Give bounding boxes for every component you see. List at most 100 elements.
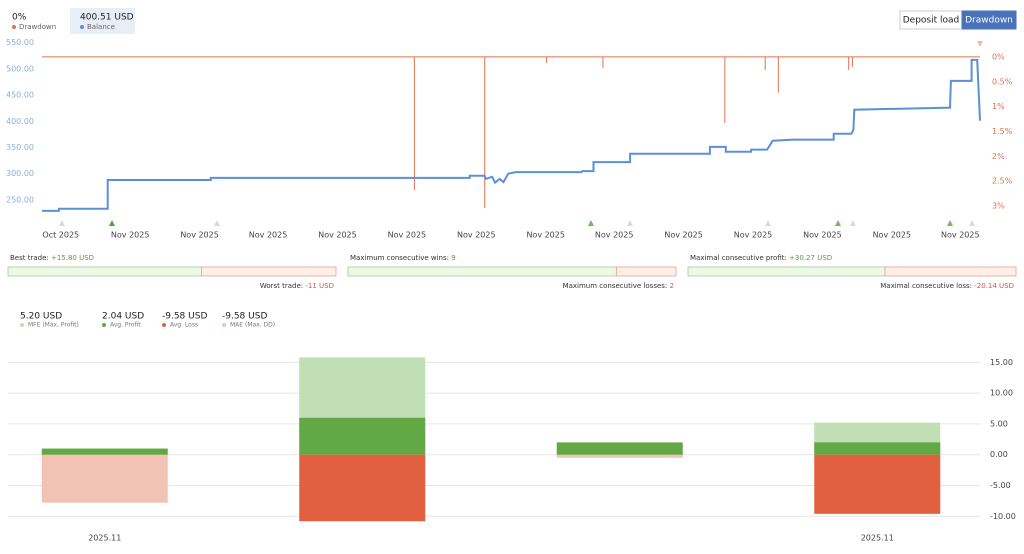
stat-left-value: +15.80 USD (51, 254, 94, 262)
y-tick-label: 400.00 (6, 117, 34, 126)
x-tick-label: Nov 2025 (457, 231, 496, 240)
marker (835, 220, 841, 226)
stat-right-value: 2 (670, 282, 674, 290)
marker (214, 220, 220, 226)
stat-left-label: Maximum consecutive wins: (350, 254, 449, 262)
legend-value: -9.58 USD (162, 312, 207, 322)
marker (969, 220, 975, 226)
stat-left: Maximal consecutive profit: +30.27 USD (690, 254, 832, 262)
legend-dot (20, 323, 24, 327)
y2-tick-label: 2% (992, 152, 1005, 161)
y2-tick-label: 1.5% (992, 127, 1013, 136)
legend-name: Drawdown (19, 23, 56, 31)
legend-value: 5.20 USD (20, 312, 62, 322)
legend-value: 2.04 USD (102, 312, 144, 322)
marker (977, 41, 983, 47)
y-tick-label: 550.00 (6, 38, 34, 47)
stat-right-value: -20.14 USD (974, 282, 1014, 290)
legend-dot (80, 25, 84, 29)
stat-left-label: Best trade: (10, 254, 49, 262)
y-tick-label: 10.00 (990, 389, 1013, 398)
stat-bar-negative (884, 266, 1017, 277)
x-tick-label: Nov 2025 (180, 231, 219, 240)
x-tick-label: Nov 2025 (734, 231, 773, 240)
stat-right-label: Maximal consecutive loss: (880, 282, 972, 290)
x-tick-label: Nov 2025 (318, 231, 357, 240)
legend-value: 400.51 USD (80, 13, 134, 23)
legend-value: -9.58 USD (222, 312, 267, 322)
bar (814, 454, 941, 514)
y-tick-label: 500.00 (6, 64, 34, 73)
marker (109, 220, 115, 226)
x-tick-label: Nov 2025 (664, 231, 703, 240)
legend-name: MAE (Max. DD) (230, 322, 275, 329)
y2-tick-label: 0.5% (992, 77, 1013, 86)
y-tick-label: 350.00 (6, 143, 34, 152)
stat-left: Best trade: +15.80 USD (10, 254, 94, 262)
marker (59, 220, 65, 226)
legend-name: Avg. Loss (170, 322, 198, 329)
x-tick-label: Nov 2025 (249, 231, 288, 240)
toolbar-button-label[interactable]: Deposit load (903, 16, 960, 26)
bar (814, 442, 941, 455)
stat-left-value: 9 (451, 254, 455, 262)
x-tick-label: Nov 2025 (595, 231, 634, 240)
marker (765, 220, 771, 226)
bar (41, 454, 168, 503)
stat-right-label: Worst trade: (260, 282, 303, 290)
y-tick-label: 0.00 (990, 450, 1008, 459)
legend-value: 0% (12, 13, 27, 23)
y-tick-label: 15.00 (990, 358, 1013, 367)
toolbar-button-label[interactable]: Drawdown (965, 16, 1013, 26)
legend-box (70, 8, 135, 34)
y-tick-label: 450.00 (6, 91, 34, 100)
marker (947, 220, 953, 226)
stat-left-label: Maximal consecutive profit: (690, 254, 787, 262)
stat-right-label: Maximum consecutive losses: (563, 282, 668, 290)
x-tick-label: 2025.11 (88, 534, 121, 543)
stat-bar-positive (687, 266, 886, 277)
legend-name: Balance (87, 23, 115, 31)
y-tick-label: 250.00 (6, 195, 34, 204)
y-tick-label: -5.00 (990, 481, 1011, 490)
x-tick-label: Nov 2025 (941, 231, 980, 240)
stat-right: Worst trade: -11 USD (260, 282, 334, 290)
bar (41, 448, 168, 455)
legend-name: Avg. Profit (110, 322, 141, 329)
stat-right: Maximal consecutive loss: -20.14 USD (880, 282, 1014, 290)
x-tick-label: Nov 2025 (388, 231, 427, 240)
legend-dot (102, 323, 106, 327)
x-tick-label: Nov 2025 (111, 231, 150, 240)
y2-tick-label: 2.5% (992, 177, 1013, 186)
y2-tick-label: 3% (992, 202, 1005, 211)
legend-dot (12, 25, 16, 29)
legend-dot (162, 323, 166, 327)
stat-bar-negative (615, 266, 677, 277)
y2-tick-label: 0% (992, 52, 1005, 61)
balance-line (42, 58, 981, 212)
marker (850, 220, 856, 226)
y-tick-label: 300.00 (6, 169, 34, 178)
x-tick-label: Nov 2025 (526, 231, 565, 240)
bar (556, 454, 683, 458)
trade-markers (59, 41, 983, 226)
bar (556, 442, 683, 455)
x-tick-label: 2025.11 (861, 534, 894, 543)
stat-left: Maximum consecutive wins: 9 (350, 254, 456, 262)
y-tick-label: -10.00 (990, 512, 1016, 521)
x-tick-label: Nov 2025 (803, 231, 842, 240)
marker (627, 220, 633, 226)
toolbar-button[interactable] (961, 10, 1017, 30)
x-tick-label: Oct 2025 (42, 231, 79, 240)
bar (299, 454, 426, 522)
stat-right: Maximum consecutive losses: 2 (563, 282, 674, 290)
x-tick-label: Nov 2025 (873, 231, 912, 240)
y2-tick-label: 1% (992, 102, 1005, 111)
stat-right-value: -11 USD (305, 282, 334, 290)
legend-dot (222, 323, 226, 327)
stat-bar-positive (347, 266, 617, 277)
legend-name: MFE (Max. Profit) (28, 322, 79, 329)
stat-bar-positive (7, 266, 202, 277)
stat-bar-negative (200, 266, 337, 277)
